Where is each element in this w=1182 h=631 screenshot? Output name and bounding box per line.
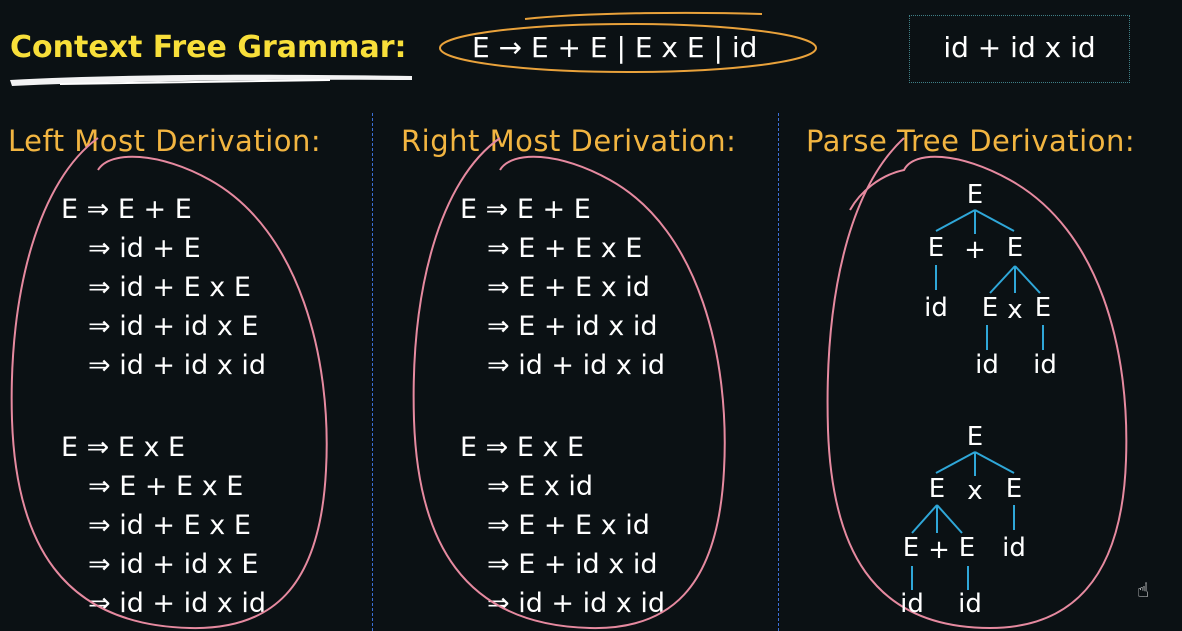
title-underline	[10, 74, 412, 86]
tree-edge	[935, 209, 976, 232]
derivation-step: ⇒ E + E x id	[487, 272, 650, 303]
tree-2-edges	[911, 451, 1015, 590]
derivation-step: ⇒ id + id x E	[88, 549, 259, 580]
tree-2-node: E	[928, 474, 946, 504]
left-most-derivation-1: E ⇒ E + E ⇒ id + E ⇒ id + E x E ⇒ id + i…	[61, 190, 266, 385]
derivation-step: ⇒ id + E x E	[88, 510, 251, 541]
derivation-step: ⇒ id + id x id	[88, 350, 267, 381]
right-derivation-circle	[412, 137, 726, 630]
heading-right-most: Right Most Derivation:	[401, 124, 737, 158]
heading-left-most: Left Most Derivation:	[8, 124, 322, 158]
tree-edge	[936, 504, 963, 534]
left-most-derivation-2: E ⇒ E x E ⇒ E + E x E ⇒ id + E x E ⇒ id …	[61, 428, 266, 623]
tree-circle	[826, 137, 1128, 630]
input-string: id + id x id	[943, 31, 1096, 64]
derivation-step: ⇒ E x id	[487, 471, 594, 502]
right-most-derivation-1: E ⇒ E + E ⇒ E + E x E ⇒ E + E x id ⇒ E +…	[460, 190, 665, 385]
column-divider-1	[372, 113, 373, 631]
grammar-ellipse	[439, 23, 817, 73]
tree-1-node: id	[1033, 350, 1057, 380]
left-derivation-circle	[10, 137, 328, 630]
tree-edge	[1014, 265, 1041, 294]
input-string-box	[909, 15, 1130, 83]
tree-2-node: id	[958, 589, 982, 619]
derivation-step: ⇒ id + E x E	[88, 272, 251, 303]
derivation-step: ⇒ E + id x id	[487, 311, 658, 342]
derivation-step: E ⇒ E x E	[61, 432, 186, 463]
derivation-step: ⇒ E + E x E	[487, 233, 643, 264]
tree-2-node: E	[902, 533, 920, 563]
derivation-step: ⇒ id + id x id	[487, 588, 666, 619]
derivation-step: ⇒ E + E x id	[487, 510, 650, 541]
tree-1-node: E	[981, 293, 999, 323]
derivation-step: ⇒ id + id x id	[487, 350, 666, 381]
derivation-step: E ⇒ E + E	[61, 194, 192, 225]
tree-1-node: id	[924, 293, 948, 323]
tree-1-node: +	[964, 235, 986, 265]
tree-2-node: id	[1002, 533, 1026, 563]
tree-1-node: E	[966, 180, 984, 210]
tree-2-node: +	[928, 535, 950, 565]
tree-1-node: x	[1007, 295, 1023, 325]
tree-2-node: E	[966, 422, 984, 452]
tree-edge	[911, 504, 938, 534]
tree-edge	[974, 451, 1015, 474]
hand-pointer-icon: ☝	[1137, 578, 1150, 602]
tree-1-edges	[935, 209, 1044, 350]
tree-edge	[935, 451, 976, 474]
tree-2-node: id	[900, 589, 924, 619]
derivation-step: ⇒ E + id x id	[487, 549, 658, 580]
title-underline-tail	[59, 79, 331, 85]
tree-1-node: id	[975, 350, 999, 380]
tree-edge	[974, 209, 1015, 232]
tree-1-node: E	[1034, 293, 1052, 323]
tree-2-node: x	[967, 476, 983, 506]
tree-2-node: E	[1005, 474, 1023, 504]
right-most-derivation-2: E ⇒ E x E ⇒ E x id ⇒ E + E x id ⇒ E + id…	[460, 428, 665, 623]
derivation-step: ⇒ id + id x id	[88, 588, 267, 619]
tree-edge	[989, 265, 1016, 294]
derivation-step: ⇒ id + E	[88, 233, 201, 264]
tree-1-node: E	[1006, 233, 1024, 263]
tree-1-node: E	[927, 233, 945, 263]
column-divider-2	[778, 113, 779, 631]
grammar-overline	[524, 11, 763, 20]
derivation-step: E ⇒ E x E	[460, 432, 585, 463]
derivation-step: E ⇒ E + E	[460, 194, 591, 225]
derivation-step: ⇒ E + E x E	[88, 471, 244, 502]
grammar-rule: E → E + E | E x E | id	[472, 31, 758, 64]
derivation-step: ⇒ id + id x E	[88, 311, 259, 342]
grammar-title: Context Free Grammar:	[10, 30, 407, 65]
tree-2-node: E	[958, 533, 976, 563]
heading-parse-tree: Parse Tree Derivation:	[806, 124, 1136, 158]
